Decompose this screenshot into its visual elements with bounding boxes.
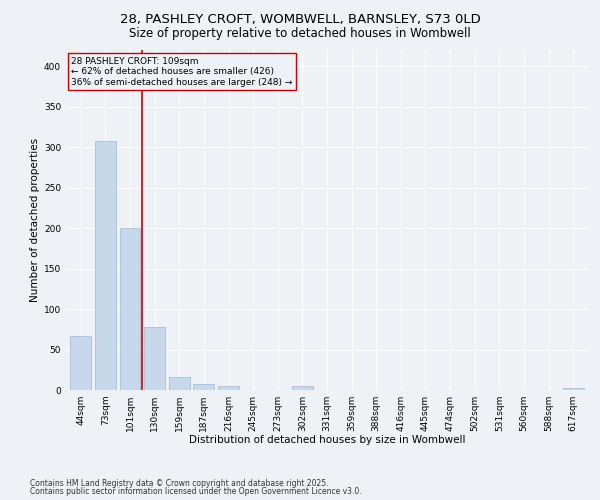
Bar [70,336,91,390]
Bar [144,327,165,390]
Text: 28 PASHLEY CROFT: 109sqm
← 62% of detached houses are smaller (426)
36% of semi-: 28 PASHLEY CROFT: 109sqm ← 62% of detach… [71,57,293,86]
X-axis label: Distribution of detached houses by size in Wombwell: Distribution of detached houses by size … [189,436,465,446]
Bar [169,377,190,390]
Text: Contains public sector information licensed under the Open Government Licence v3: Contains public sector information licen… [30,487,362,496]
Bar [119,228,140,390]
Bar [193,384,214,390]
Text: Contains HM Land Registry data © Crown copyright and database right 2025.: Contains HM Land Registry data © Crown c… [30,478,329,488]
Bar [95,142,116,390]
Y-axis label: Number of detached properties: Number of detached properties [30,138,40,302]
Text: Size of property relative to detached houses in Wombwell: Size of property relative to detached ho… [129,28,471,40]
Bar [563,388,584,390]
Text: 28, PASHLEY CROFT, WOMBWELL, BARNSLEY, S73 0LD: 28, PASHLEY CROFT, WOMBWELL, BARNSLEY, S… [119,12,481,26]
Bar [218,386,239,390]
Bar [292,386,313,390]
